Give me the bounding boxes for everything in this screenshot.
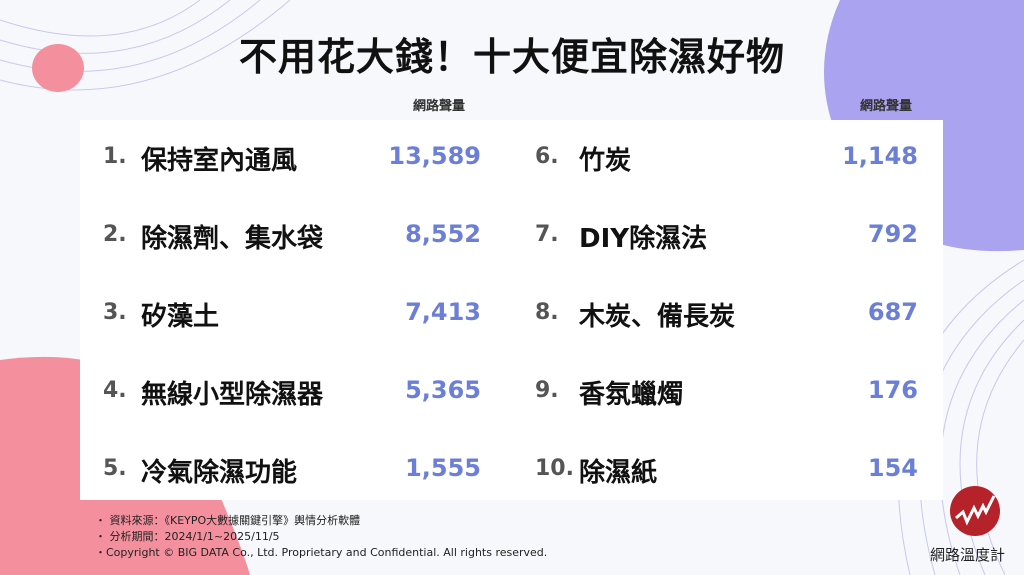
item-name: DIY除濕法 — [579, 224, 708, 254]
item-name: 無線小型除濕器 — [141, 380, 324, 410]
item-name: 竹炭 — [579, 146, 632, 176]
item-rank: 6. — [535, 144, 559, 169]
item-rank: 4. — [103, 378, 127, 403]
item-value: 154 — [867, 454, 918, 482]
column-header-left: 網路聲量 — [413, 99, 466, 114]
item-value: 5,365 — [405, 376, 481, 404]
item-name: 冷氣除濕功能 — [141, 458, 298, 488]
item-value: 176 — [867, 376, 918, 404]
item-value: 1,148 — [842, 142, 918, 170]
item-value: 13,589 — [388, 142, 481, 170]
item-value: 8,552 — [405, 220, 481, 248]
item-name: 矽藻土 — [141, 302, 220, 332]
item-rank: 7. — [535, 222, 559, 247]
ranking-panel — [80, 120, 943, 500]
item-value: 792 — [867, 220, 918, 248]
item-name: 除濕紙 — [579, 458, 658, 488]
column-header-right: 網路聲量 — [860, 99, 913, 114]
page-title: 不用花大錢！十大便宜除濕好物 — [238, 35, 785, 79]
item-rank: 10. — [535, 456, 574, 481]
item-rank: 8. — [535, 300, 559, 325]
note-period: ・ 分析期間：2024/1/1~2025/11/5 — [95, 530, 280, 543]
item-name: 木炭、備長炭 — [579, 302, 736, 332]
item-name: 除濕劑、集水袋 — [141, 224, 324, 254]
item-rank: 2. — [103, 222, 127, 247]
item-value: 687 — [867, 298, 918, 326]
item-value: 7,413 — [405, 298, 481, 326]
item-rank: 3. — [103, 300, 127, 325]
logo-text: 網路溫度計 — [930, 546, 1006, 564]
item-rank: 5. — [103, 456, 127, 481]
note-copyright: ・Copyright © BIG DATA Co., Ltd. Propriet… — [95, 546, 548, 559]
item-name: 香氛蠟燭 — [579, 380, 684, 410]
item-rank: 9. — [535, 378, 559, 403]
item-name: 保持室內通風 — [141, 146, 298, 176]
item-rank: 1. — [103, 144, 127, 169]
logo-icon — [949, 486, 1000, 536]
item-value: 1,555 — [405, 454, 481, 482]
footnotes: ・ 資料來源：《KEYPO大數據關鍵引擎》輿情分析軟體 ・ 分析期間：2024/… — [95, 513, 547, 561]
logo: 網路溫度計 — [930, 486, 1005, 565]
note-source: ・ 資料來源：《KEYPO大數據關鍵引擎》輿情分析軟體 — [95, 514, 361, 527]
